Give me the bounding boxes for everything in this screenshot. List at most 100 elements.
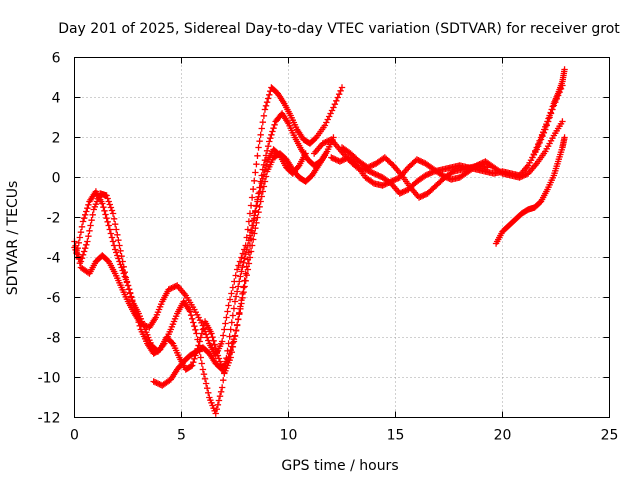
data-point-plus: [236, 310, 243, 318]
x-tick-label: 25: [601, 428, 619, 444]
data-point-plus: [79, 251, 87, 259]
data-point-plus: [330, 155, 338, 163]
data-point-plus: [108, 207, 116, 214]
data-point-plus: [517, 173, 525, 181]
data-point-plus: [334, 94, 341, 101]
grid: [74, 57, 610, 418]
data-point-plus: [369, 169, 376, 177]
data-point-plus: [128, 293, 135, 300]
data-point-plus: [249, 236, 257, 243]
data-point-plus: [249, 185, 257, 193]
data-point-plus: [229, 312, 237, 319]
data-point-plus: [259, 166, 267, 173]
data-point-plus: [154, 380, 162, 387]
data-point-plus: [268, 131, 275, 139]
data-point-plus: [270, 124, 277, 132]
data-point-plus: [258, 172, 265, 179]
data-point-plus: [115, 255, 122, 262]
data-point-plus: [202, 380, 210, 387]
data-point-plus: [400, 188, 408, 195]
series-track-6: [328, 118, 566, 189]
data-point-plus: [338, 84, 346, 91]
data-point-plus: [216, 392, 224, 400]
data-point-plus: [193, 330, 200, 337]
data-point-plus: [151, 378, 159, 386]
data-point-plus: [231, 332, 239, 339]
data-point-plus: [251, 177, 258, 185]
data-point-plus: [228, 319, 235, 326]
data-point-plus: [328, 154, 335, 161]
data-point-plus: [199, 366, 207, 373]
data-point-plus: [237, 305, 244, 313]
data-point-plus: [425, 170, 432, 178]
data-point-plus: [246, 254, 254, 261]
series-track-1: [71, 84, 346, 359]
data-point-plus: [80, 214, 88, 222]
data-point-plus: [232, 326, 240, 334]
data-point-plus: [339, 156, 346, 164]
data-point-plus: [227, 326, 234, 333]
data-point-plus: [396, 190, 403, 197]
data-point-plus: [267, 134, 274, 142]
data-point-plus: [228, 290, 235, 297]
data-point-plus: [221, 326, 228, 333]
data-point-plus: [88, 216, 95, 224]
data-point-plus: [340, 156, 348, 163]
data-point-plus: [247, 202, 255, 209]
data-point-plus: [86, 227, 93, 235]
data-point-plus: [109, 238, 117, 245]
data-point-plus: [79, 218, 87, 225]
data-point-plus: [266, 91, 273, 99]
data-point-plus: [322, 138, 329, 146]
data-point-plus: [519, 172, 526, 180]
data-point-plus: [118, 264, 125, 271]
data-point-plus: [168, 339, 176, 346]
data-point-plus: [107, 230, 115, 237]
data-point-plus: [77, 258, 85, 265]
data-point-plus: [256, 203, 263, 211]
data-point-plus: [231, 298, 239, 305]
data-point-plus: [324, 116, 331, 123]
data-point-plus: [198, 360, 206, 367]
x-tick-label: 5: [177, 428, 186, 444]
data-point-plus: [544, 118, 551, 125]
data-point-plus: [423, 171, 431, 179]
data-point-plus: [117, 247, 124, 255]
data-point-plus: [215, 397, 223, 404]
data-point-plus: [256, 184, 263, 191]
data-point-plus: [375, 172, 382, 179]
data-point-plus: [215, 355, 223, 362]
data-point-plus: [75, 239, 82, 247]
data-point-plus: [332, 156, 339, 163]
data-point-plus: [209, 333, 216, 341]
data-point-plus: [376, 172, 384, 180]
data-point-plus: [202, 331, 210, 338]
series-track-8: [492, 134, 568, 247]
data-point-plus: [106, 201, 114, 208]
data-point-plus: [386, 178, 393, 186]
data-point-plus: [169, 284, 177, 291]
y-tick-label: 4: [52, 91, 61, 107]
data-point-plus: [78, 223, 86, 231]
data-point-plus: [392, 176, 399, 183]
data-point-plus: [548, 106, 555, 113]
data-point-plus: [106, 226, 114, 233]
data-point-plus: [252, 224, 259, 232]
data-point-plus: [230, 305, 238, 312]
data-point-plus: [497, 169, 505, 176]
data-point-plus: [83, 241, 90, 249]
data-point-plus: [319, 140, 326, 147]
data-point-plus: [113, 249, 120, 256]
data-point-plus: [379, 182, 386, 189]
data-point-plus: [115, 236, 122, 244]
data-point-plus: [240, 259, 247, 267]
data-point-plus: [85, 201, 92, 209]
data-point-plus: [248, 194, 256, 201]
data-point-plus: [417, 193, 424, 201]
data-point-plus: [117, 261, 124, 268]
data-point-plus: [399, 188, 406, 196]
data-point-plus: [369, 179, 376, 186]
data-point-plus: [189, 315, 196, 323]
data-point-plus: [131, 304, 138, 311]
